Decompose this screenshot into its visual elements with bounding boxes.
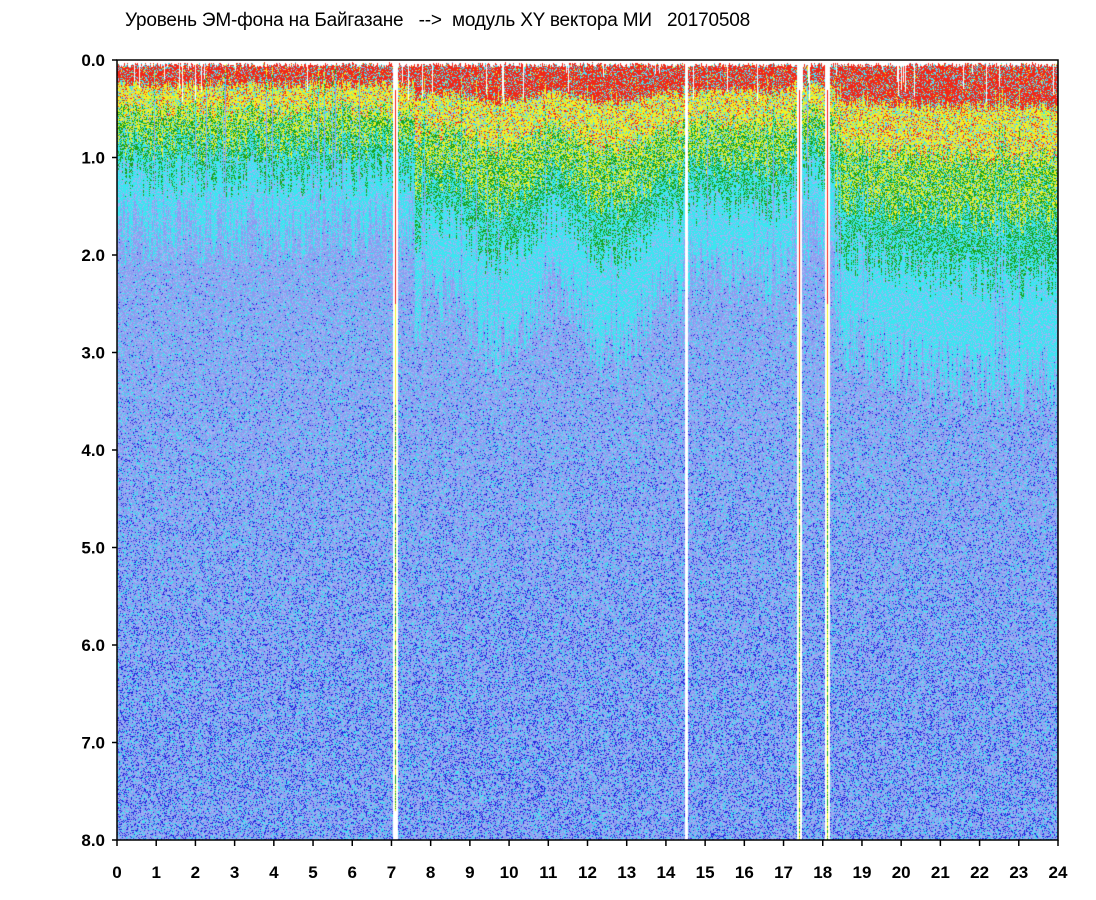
y-tick-label: 1.0 xyxy=(81,149,105,168)
plot-frame xyxy=(116,59,1059,841)
y-tick-label: 8.0 xyxy=(81,831,105,850)
x-tick-label: 11 xyxy=(539,863,557,882)
x-tick-label: 3 xyxy=(230,863,239,882)
x-tick-label: 12 xyxy=(578,863,597,882)
heatmap-image xyxy=(117,60,1058,840)
x-tick-label: 5 xyxy=(308,863,317,882)
x-tick-label: 6 xyxy=(348,863,357,882)
x-tick-label: 22 xyxy=(970,863,989,882)
plot-area xyxy=(117,60,1058,840)
x-axis: 0 1 2 3 4 5 6 7 8 9 10 11 12 13 14 15 16 17 18 19 20 21 22 23 24 xyxy=(112,840,1068,882)
x-tick-label: 2 xyxy=(191,863,200,882)
y-tick-label: 0.0 xyxy=(81,51,105,70)
x-tick-label: 24 xyxy=(1049,863,1068,882)
x-tick-label: 18 xyxy=(813,863,832,882)
x-tick-label: 21 xyxy=(931,863,950,882)
y-tick-label: 4.0 xyxy=(81,441,105,460)
x-tick-label: 20 xyxy=(892,863,911,882)
y-tick-label: 6.0 xyxy=(81,636,105,655)
x-tick-label: 16 xyxy=(735,863,754,882)
y-axis: 0.0 1.0 2.0 3.0 4.0 5.0 6.0 7.0 8.0 xyxy=(81,51,117,850)
y-tick-label: 3.0 xyxy=(81,344,105,363)
x-tick-label: 9 xyxy=(465,863,474,882)
y-tick-label: 2.0 xyxy=(81,246,105,265)
x-tick-label: 7 xyxy=(387,863,396,882)
x-tick-label: 23 xyxy=(1009,863,1028,882)
chart-title: Уровень ЭМ-фона на Байгазане --> модуль … xyxy=(125,10,750,31)
x-tick-label: 1 xyxy=(151,863,160,882)
y-tick-label: 7.0 xyxy=(81,734,105,753)
x-tick-label: 19 xyxy=(852,863,871,882)
x-tick-label: 0 xyxy=(112,863,121,882)
x-tick-label: 4 xyxy=(269,863,279,882)
x-tick-label: 13 xyxy=(617,863,636,882)
x-tick-label: 10 xyxy=(500,863,519,882)
x-tick-label: 14 xyxy=(656,863,675,882)
x-tick-label: 17 xyxy=(774,863,793,882)
y-tick-label: 5.0 xyxy=(81,539,105,558)
x-tick-label: 8 xyxy=(426,863,435,882)
x-tick-label: 15 xyxy=(696,863,715,882)
